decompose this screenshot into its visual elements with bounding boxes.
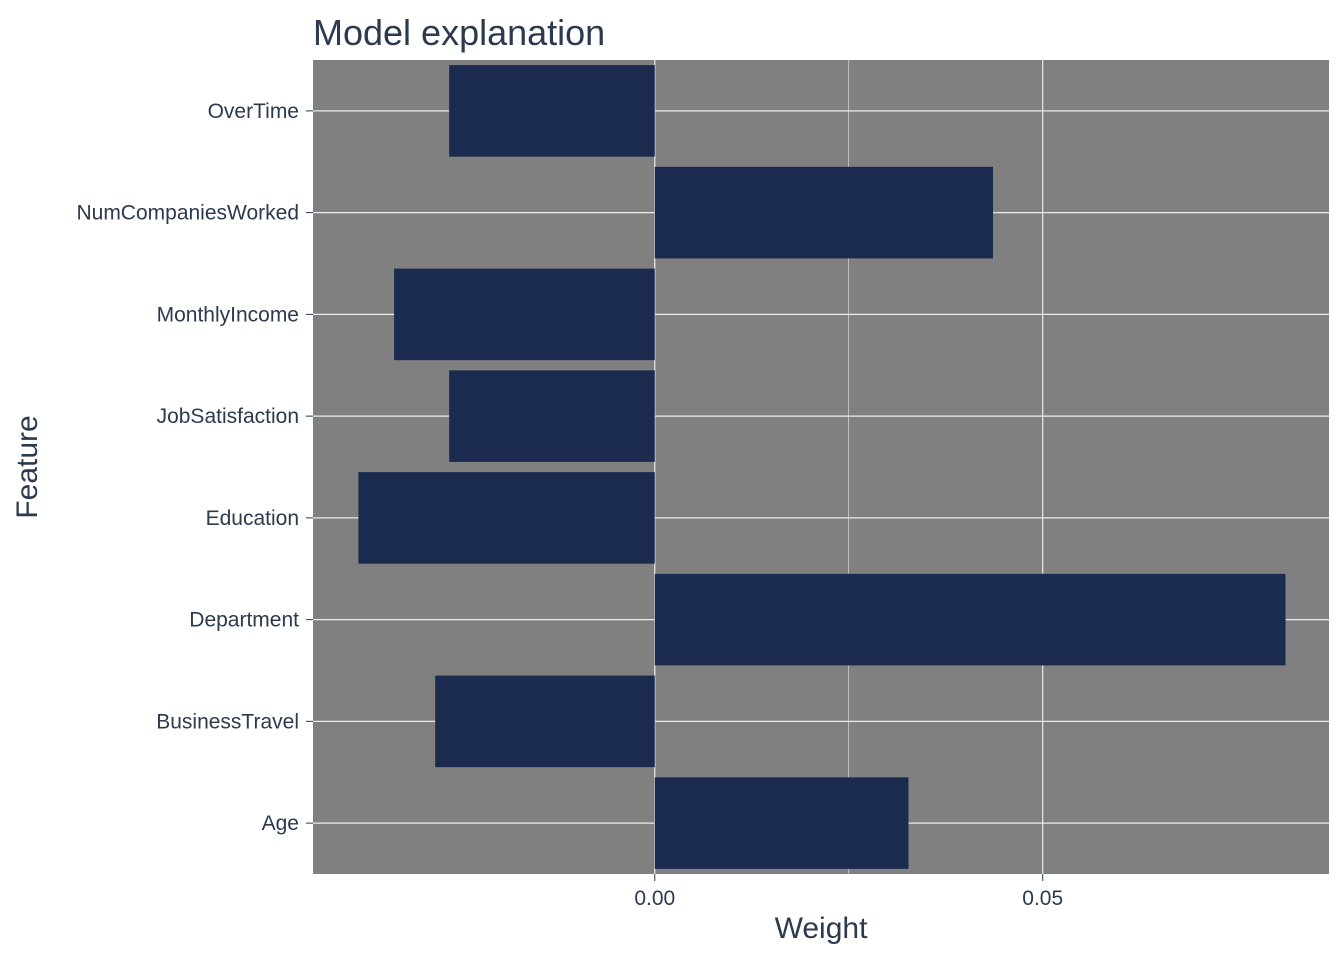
y-tick-label: Age (262, 812, 299, 835)
x-axis-title: Weight (775, 912, 868, 945)
y-tick-label: BusinessTravel (156, 710, 299, 733)
bars (358, 65, 1286, 869)
bar-age (654, 777, 909, 869)
bar-overtime (449, 65, 655, 157)
y-tick-label: NumCompaniesWorked (76, 202, 299, 225)
x-tick-label: 0.00 (634, 887, 675, 910)
bar-education (358, 472, 655, 564)
bar-numcompaniesworked (654, 166, 994, 259)
bar-department (654, 573, 1286, 666)
chart-title: Model explanation (313, 12, 605, 53)
bar-businesstravel (435, 675, 655, 768)
y-tick-label: OverTime (208, 100, 299, 123)
x-axis: 0.00 0.05 (634, 874, 1063, 910)
bar-monthlyincome (394, 268, 655, 361)
bar-jobsatisfaction (449, 370, 655, 462)
y-tick-label: MonthlyIncome (157, 303, 299, 326)
y-axis: OverTime NumCompaniesWorked MonthlyIncome J… (76, 100, 313, 835)
y-tick-label: Department (189, 609, 299, 632)
x-tick-label: 0.05 (1022, 887, 1063, 910)
y-tick-label: Education (206, 507, 299, 530)
y-tick-label: JobSatisfaction (157, 405, 299, 428)
y-axis-title: Feature (11, 415, 44, 518)
